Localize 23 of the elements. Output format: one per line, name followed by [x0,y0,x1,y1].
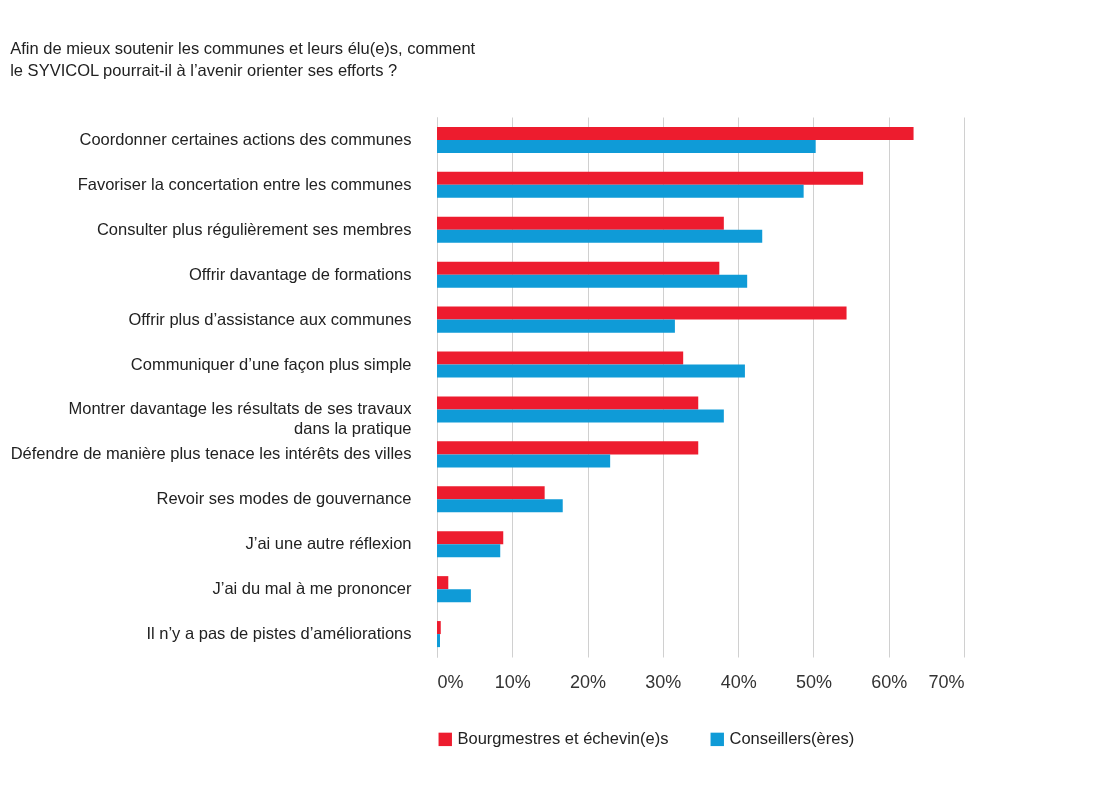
y-tick-label: J’ai du mal à me prononcer [212,579,412,598]
x-tick-label: 10% [494,671,531,692]
y-tick-label: Offrir davantage de formations [188,264,412,283]
y-tick-label: Défendre de manière plus tenace les intérêts des villes [10,444,412,463]
y-tick-label: J’ai une autre réflexion [245,534,412,553]
y-tick-label: Offrir plus d’assistance aux communes [128,309,412,328]
x-tick-label: 20% [570,671,607,692]
legend-label: Bourgmestres et échevin(e)s [457,729,669,748]
y-tick-label: Communiquer d’une façon plus simple [130,354,412,373]
y-tick-label: Favoriser la concertation entre les communes [77,174,412,193]
x-tick-label: 70% [928,671,965,692]
x-tick-label: 50% [795,671,832,692]
y-tick-label: Revoir ses modes de gouvernance [156,489,412,508]
x-tick-label: 40% [720,671,757,692]
y-tick-label: Il n’y a pas de pistes d’améliorations [146,624,412,643]
y-tick-label: Consulter plus régulièrement ses membres [96,219,412,238]
x-tick-label: 30% [645,671,682,692]
x-tick-label: 0% [437,671,464,692]
text: Afin de mieux soutenir les communes et leurs élu(e)s, comment le SYVICOL pourrait-il à l’avenir orienter ses efforts ? [10,38,476,79]
y-tick-label: Coordonner certaines actions des communes [79,129,412,148]
legend-label: Conseillers(ères) [729,729,855,748]
y-tick-label: Montrer davantage les résultats de ses travaux dans la pratique [68,399,413,438]
x-tick-label: 60% [871,671,908,692]
